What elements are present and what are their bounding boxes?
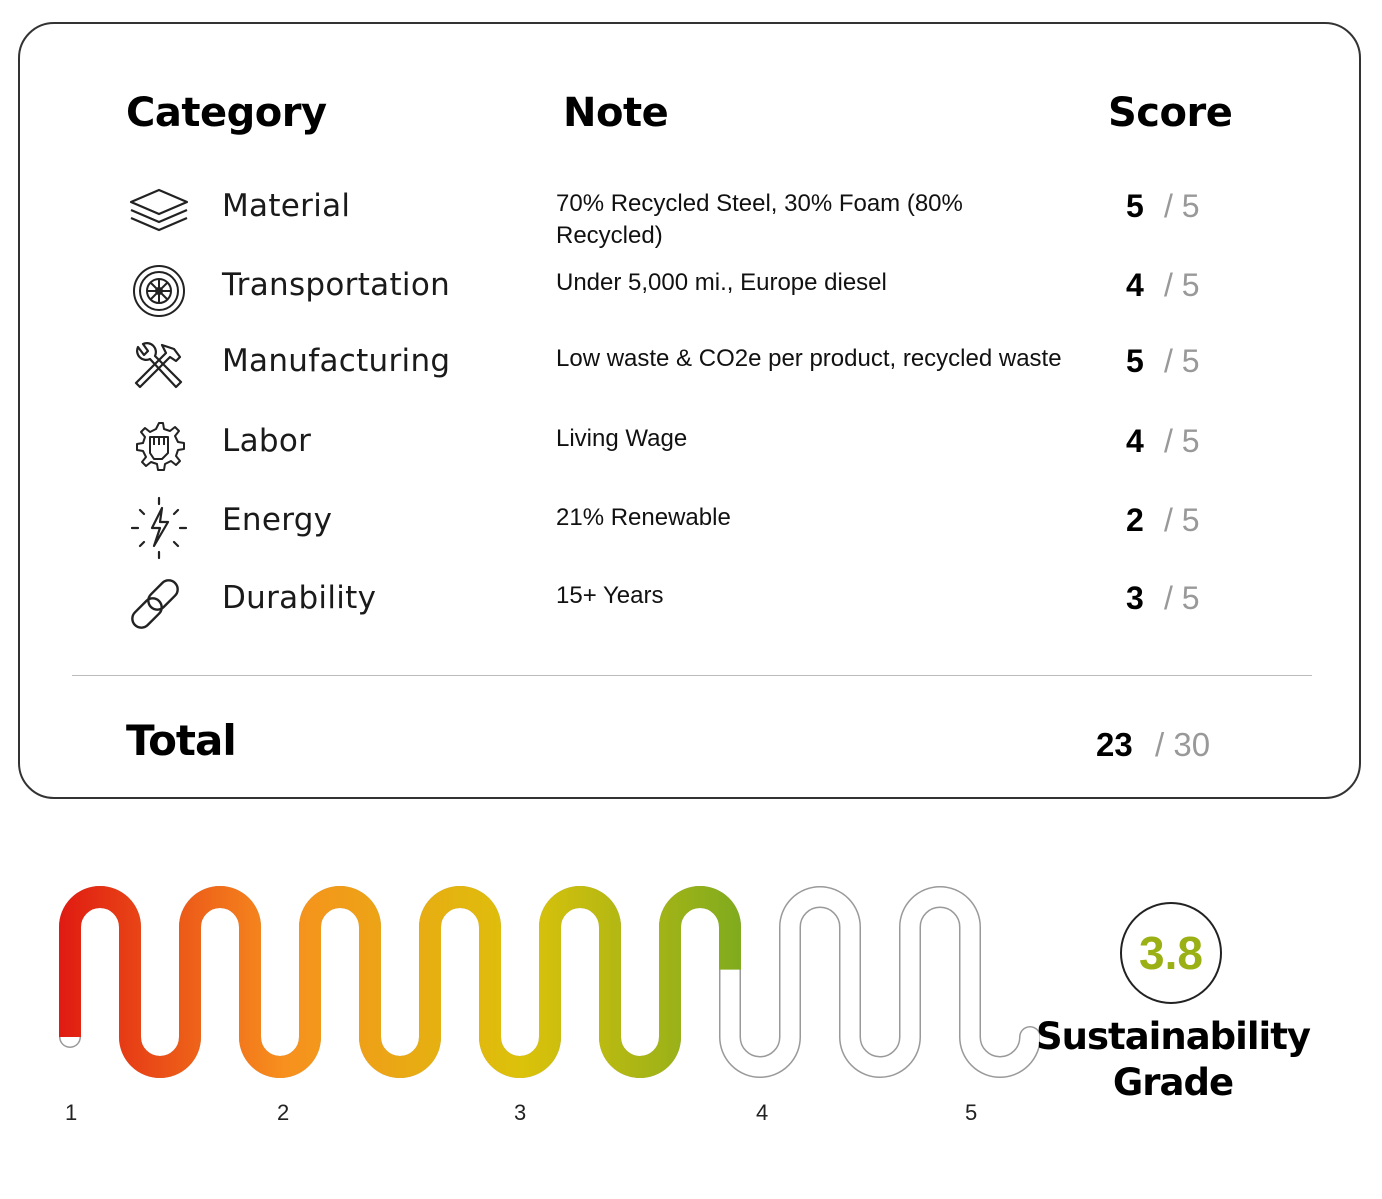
tire-icon (133, 265, 185, 317)
score-max: / 5 (1164, 267, 1200, 303)
score-value: 2 (1126, 502, 1144, 538)
grade-label-line1: Sustainability (1036, 1015, 1311, 1058)
note-text: 70% Recycled Steel, 30% Foam (80% Recycl… (556, 190, 963, 249)
category-label: Material (222, 188, 351, 224)
scale-label: 4 (756, 1100, 769, 1125)
header-category: Category (126, 90, 327, 136)
total-max: / 30 (1155, 726, 1211, 763)
category-label: Durability (222, 580, 377, 616)
score-max: / 5 (1164, 423, 1200, 459)
table-row: Labor Living Wage 4 / 5 (20, 422, 1359, 493)
chain-link-icon (131, 579, 179, 629)
grade-label: Sustainability Grade (1030, 1014, 1316, 1106)
grade-label-line2: Grade (1112, 1061, 1234, 1104)
total-score: 23 (1096, 726, 1133, 763)
table-row: Energy 21% Renewable 2 / 5 (20, 496, 1359, 572)
grade-value: 3.8 (1139, 927, 1203, 979)
table-row: Durability 15+ Years 3 / 5 (20, 579, 1359, 650)
score-value: 3 (1126, 580, 1144, 616)
scale-label: 2 (277, 1100, 290, 1125)
note-text: Living Wage (556, 425, 688, 452)
note-text: Low waste & CO2e per product, recycled w… (556, 345, 1062, 372)
lightning-icon (130, 496, 188, 560)
note-text: 15+ Years (556, 582, 664, 609)
score-max: / 5 (1164, 188, 1200, 224)
score-value: 5 (1126, 343, 1144, 379)
sustainability-meter (59, 886, 1040, 1078)
category-label: Manufacturing (222, 343, 451, 379)
header-score: Score (1108, 90, 1233, 136)
note-text: 21% Renewable (556, 504, 731, 531)
score-value: 5 (1126, 188, 1144, 224)
grade-circle: 3.8 (1120, 902, 1222, 1004)
score-value: 4 (1126, 423, 1144, 459)
divider (72, 675, 1312, 676)
table-row: Transportation Under 5,000 mi., Europe d… (20, 265, 1359, 337)
layers-icon (129, 188, 189, 232)
category-label: Transportation (222, 267, 451, 303)
header-note: Note (563, 90, 669, 136)
meter-filled-track (59, 886, 1040, 1078)
scale-label: 1 (65, 1100, 78, 1125)
category-label: Labor (222, 423, 312, 459)
table-row: Material 70% Recycled Steel, 30% Foam (8… (20, 188, 1359, 258)
score-max: / 5 (1164, 502, 1200, 538)
scale-label: 3 (514, 1100, 527, 1125)
score-max: / 5 (1164, 343, 1200, 379)
table-row: Manufacturing Low waste & CO2e per produ… (20, 342, 1359, 413)
total-label: Total (126, 716, 237, 765)
score-max: / 5 (1164, 580, 1200, 616)
score-card: Category Note Score Material 70% Recycle… (18, 22, 1361, 799)
wrench-hammer-icon (134, 342, 183, 389)
category-label: Energy (222, 502, 333, 538)
score-value: 4 (1126, 267, 1144, 303)
scale-label: 5 (965, 1100, 978, 1125)
note-text: Under 5,000 mi., Europe diesel (556, 269, 887, 296)
fist-gear-icon (136, 422, 185, 471)
